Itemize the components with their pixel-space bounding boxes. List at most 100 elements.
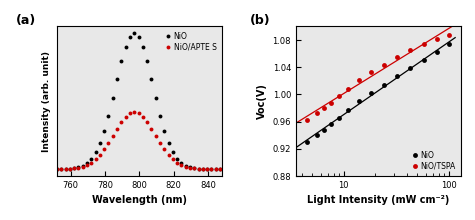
NiO xyxy=(110,97,115,99)
NiO xyxy=(204,168,210,171)
Y-axis label: Voc(V): Voc(V) xyxy=(257,83,267,119)
NiO/APTE S xyxy=(101,148,107,151)
NiO/TSPA xyxy=(304,119,310,122)
NiO xyxy=(446,43,452,45)
NiO xyxy=(54,168,60,171)
NiO xyxy=(356,100,362,103)
NiO xyxy=(421,59,427,62)
NiO/TSPA xyxy=(421,43,427,45)
NiO xyxy=(149,78,154,81)
NiO xyxy=(132,32,137,35)
NiO/APTE S xyxy=(123,116,129,118)
Legend: NiO, NiO/APTE S: NiO, NiO/APTE S xyxy=(164,30,218,53)
NiO xyxy=(304,141,310,143)
NiO xyxy=(123,45,129,48)
Line: NiO: NiO xyxy=(305,42,451,145)
NiO/TSPA xyxy=(408,49,413,51)
NiO/TSPA xyxy=(328,101,333,104)
NiO/TSPA xyxy=(321,107,327,109)
NiO xyxy=(408,67,413,69)
NiO/APTE S xyxy=(76,166,81,169)
NiO/APTE S xyxy=(213,168,219,171)
NiO xyxy=(381,84,387,86)
NiO xyxy=(63,168,68,170)
NiO/APTE S xyxy=(67,167,73,170)
NiO xyxy=(166,142,171,145)
Line: NiO: NiO xyxy=(55,31,222,171)
NiO/TSPA xyxy=(368,71,373,73)
NiO xyxy=(71,167,77,170)
NiO/APTE S xyxy=(105,142,111,144)
NiO/APTE S xyxy=(110,135,115,137)
NiO xyxy=(345,109,351,111)
NiO/APTE S xyxy=(149,128,154,130)
NiO/TSPA xyxy=(356,79,362,81)
Y-axis label: Intensity (arb. unit): Intensity (arb. unit) xyxy=(42,51,51,152)
NiO xyxy=(58,168,64,171)
Line: NiO/TSPA: NiO/TSPA xyxy=(305,32,451,123)
NiO xyxy=(84,162,90,165)
NiO xyxy=(101,130,107,132)
NiO xyxy=(88,158,94,160)
NiO/APTE S xyxy=(71,167,77,170)
NiO/TSPA xyxy=(381,64,387,66)
NiO xyxy=(213,168,219,171)
NiO xyxy=(394,75,399,77)
NiO/TSPA xyxy=(345,88,351,90)
NiO xyxy=(105,114,111,117)
NiO xyxy=(217,168,223,171)
NiO xyxy=(93,151,98,154)
NiO/APTE S xyxy=(179,164,184,166)
NiO xyxy=(191,167,197,170)
NiO/APTE S xyxy=(144,121,150,124)
NiO/APTE S xyxy=(132,111,137,113)
NiO xyxy=(170,151,176,154)
NiO/APTE S xyxy=(63,168,68,170)
NiO/APTE S xyxy=(88,161,94,164)
Text: (b): (b) xyxy=(250,15,270,28)
NiO xyxy=(67,167,73,170)
NiO/APTE S xyxy=(200,168,206,170)
NiO xyxy=(183,165,189,167)
X-axis label: Light Intensity (mW cm⁻²): Light Intensity (mW cm⁻²) xyxy=(307,195,449,205)
NiO xyxy=(179,162,184,165)
NiO/APTE S xyxy=(204,168,210,171)
NiO xyxy=(144,60,150,63)
NiO/APTE S xyxy=(187,166,193,169)
NiO xyxy=(314,134,319,137)
NiO/APTE S xyxy=(209,168,214,171)
NiO/APTE S xyxy=(162,148,167,151)
X-axis label: Wavelength (nm): Wavelength (nm) xyxy=(92,195,187,205)
NiO xyxy=(136,35,142,38)
NiO/APTE S xyxy=(93,158,98,161)
NiO/APTE S xyxy=(183,165,189,168)
NiO xyxy=(368,92,373,94)
NiO/TSPA xyxy=(314,112,319,115)
NiO/APTE S xyxy=(174,161,180,164)
NiO/APTE S xyxy=(54,168,60,171)
NiO/APTE S xyxy=(136,112,142,115)
NiO xyxy=(209,168,214,171)
NiO xyxy=(336,116,342,119)
NiO xyxy=(127,35,133,38)
NiO/TSPA xyxy=(435,37,440,40)
NiO/TSPA xyxy=(446,33,452,36)
NiO/APTE S xyxy=(58,168,64,171)
NiO xyxy=(76,166,81,169)
NiO xyxy=(196,167,201,170)
NiO/APTE S xyxy=(217,168,223,171)
NiO/APTE S xyxy=(153,135,159,137)
NiO xyxy=(174,158,180,160)
NiO xyxy=(114,78,120,81)
NiO xyxy=(140,45,146,48)
Line: NiO/APTE S: NiO/APTE S xyxy=(55,110,222,171)
NiO xyxy=(119,60,124,63)
NiO/APTE S xyxy=(191,167,197,170)
NiO xyxy=(321,128,327,131)
NiO xyxy=(157,114,163,117)
NiO xyxy=(435,51,440,53)
NiO/APTE S xyxy=(140,116,146,118)
NiO xyxy=(153,97,159,99)
NiO xyxy=(187,166,193,169)
NiO xyxy=(162,130,167,132)
